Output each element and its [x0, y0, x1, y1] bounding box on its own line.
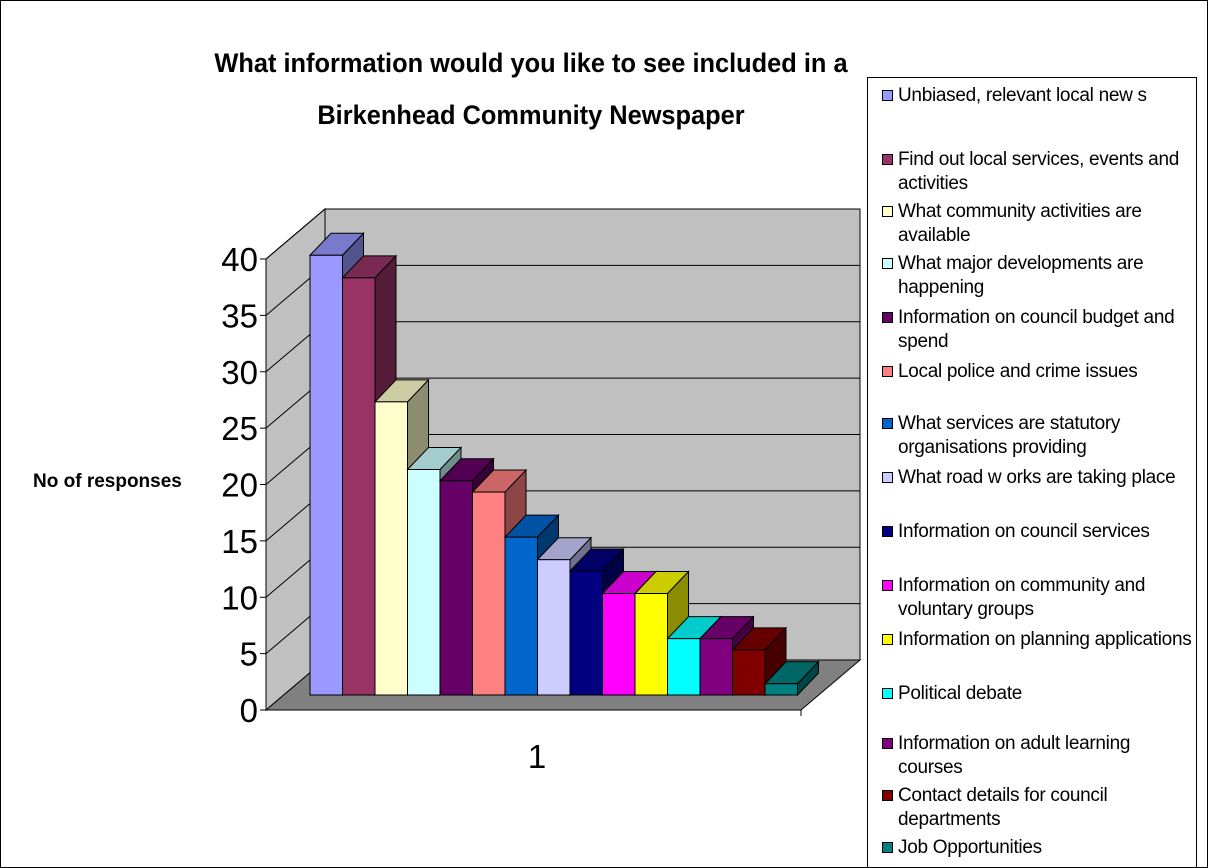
y-tick-label: 15: [221, 523, 258, 560]
bar: [504, 536, 538, 696]
legend-label: Information on adult learning courses: [898, 733, 1131, 778]
bar: [537, 559, 571, 696]
legend-label: Information on council services: [898, 521, 1150, 542]
legend-label: What services are statutory organisation…: [898, 413, 1121, 458]
legend-swatch: [882, 738, 893, 749]
y-axis-label: No of responses: [33, 471, 182, 492]
legend-swatch: [882, 206, 893, 217]
bar: [667, 638, 701, 696]
legend-swatch: [882, 258, 893, 269]
legend-label: What community activities are available: [898, 201, 1142, 246]
legend-swatch: [882, 790, 893, 801]
legend-label: Information on planning applications: [898, 629, 1192, 650]
y-tick-label: 10: [221, 579, 258, 616]
bar: [439, 480, 473, 696]
plot-area: 0 5 10 15 20 25 30 35 40 1: [221, 207, 862, 775]
legend-swatch: [882, 154, 893, 165]
bar: [634, 593, 668, 696]
legend-swatch: [882, 526, 893, 537]
legend-swatch: [882, 842, 893, 853]
legend: Unbiased, relevant local new s Find out l…: [867, 77, 1197, 867]
x-tick-label: 1: [528, 738, 546, 775]
chart-title: What information would you like to see i…: [214, 48, 848, 130]
legend-swatch: [882, 472, 893, 483]
legend-label: Local police and crime issues: [898, 361, 1138, 382]
legend-label: Information on community and voluntary g…: [898, 575, 1146, 620]
legend-label: Information on council budget and spend: [898, 307, 1175, 352]
legend-label: Job Opportunities: [898, 837, 1042, 858]
legend-swatch: [882, 418, 893, 429]
gridline: [265, 208, 860, 260]
bar: [569, 570, 603, 696]
legend-label: Find out local services, events and acti…: [898, 149, 1179, 194]
legend-swatch: [882, 634, 893, 645]
legend-swatch: [882, 688, 893, 699]
bar: [407, 469, 441, 696]
legend-label: Contact details for council departments: [898, 785, 1108, 830]
legend-label: What major developments are happening: [898, 253, 1144, 298]
bar: [374, 401, 408, 696]
y-tick-label: 35: [221, 297, 258, 334]
legend-swatch: [882, 90, 893, 101]
y-tick-label: 25: [221, 410, 258, 447]
legend-label: What road w orks are taking place: [898, 467, 1176, 488]
legend-label: Political debate: [898, 683, 1023, 704]
y-tick-label: 5: [240, 636, 258, 673]
y-tick-label: 30: [221, 354, 258, 391]
bar: [472, 491, 506, 696]
bar: [699, 638, 733, 696]
legend-label: Unbiased, relevant local new s: [898, 85, 1147, 106]
y-tick-label: 0: [240, 692, 258, 729]
bar: [309, 254, 343, 696]
bar: [602, 593, 636, 696]
legend-swatch: [882, 366, 893, 377]
bar: [342, 277, 376, 696]
y-tick-label: 40: [221, 241, 258, 278]
legend-swatch: [882, 580, 893, 591]
legend-swatch: [882, 312, 893, 323]
bar: [764, 683, 798, 696]
bar: [732, 649, 766, 696]
y-tick-label: 20: [221, 467, 258, 504]
